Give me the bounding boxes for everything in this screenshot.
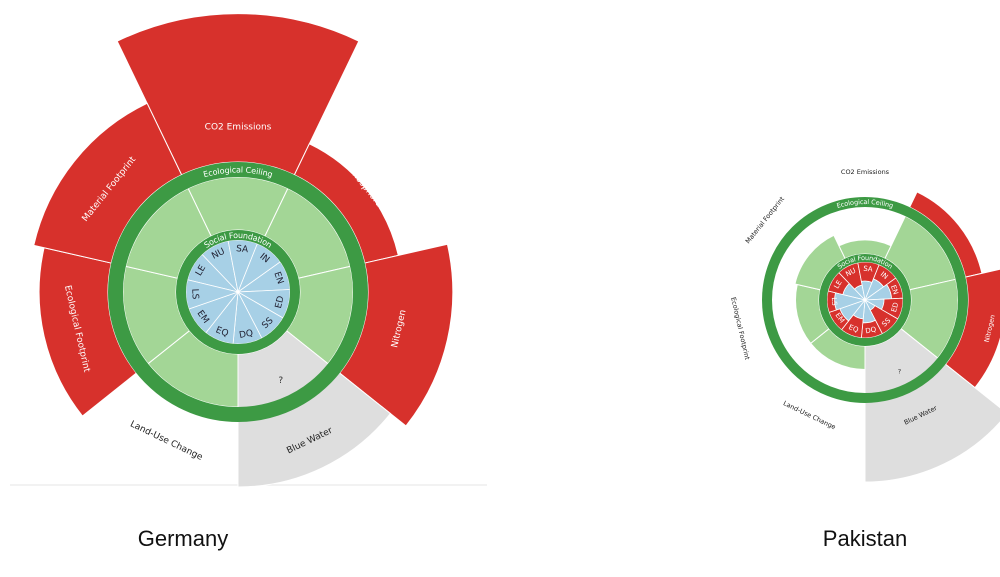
social-label: DQ: [238, 328, 254, 340]
social-label: LE: [194, 263, 208, 278]
panel-title: Germany: [138, 526, 228, 551]
social-label: EQ: [214, 325, 230, 339]
boundary-ring: [176, 230, 300, 354]
panel-title: Pakistan: [823, 526, 907, 551]
ring-label-text: Ecological Ceiling: [202, 165, 274, 179]
social-label: IN: [879, 270, 890, 281]
social-label: SA: [236, 244, 250, 255]
social-shortfall: [826, 290, 837, 313]
ring-label-text: Ecological Ceiling: [836, 198, 894, 210]
unknown-label: ?: [898, 368, 901, 376]
ring-label: Ecological Ceiling: [202, 165, 274, 179]
social-label: LE: [833, 279, 844, 290]
boundary-ring: [108, 162, 368, 422]
social-label: SA: [863, 265, 873, 274]
ecological-within: [794, 234, 846, 291]
social-label: LS: [830, 297, 838, 306]
social-label: EQ: [847, 323, 860, 334]
unknown-label: ?: [278, 376, 283, 386]
ecological-label: Ecological Footprint: [729, 296, 751, 361]
social-label: LS: [189, 288, 200, 299]
social-label: EN: [889, 284, 900, 296]
ecological-label: Material Footprint: [744, 195, 787, 245]
social-label: NU: [844, 267, 857, 279]
boundary-ring: [819, 254, 911, 346]
ecological-label: CO2 Emissions: [841, 168, 890, 176]
social-label: ED: [890, 302, 900, 313]
ecological-label: CO2 Emissions: [205, 123, 272, 133]
social-achieved: [185, 279, 240, 310]
boundary-ring: [762, 197, 968, 403]
social-label: DQ: [865, 325, 878, 335]
ecological-label: Land-Use Change: [128, 419, 204, 463]
social-label: ED: [274, 295, 287, 310]
social-label: EN: [271, 271, 285, 286]
ecological-label: Land-Use Change: [782, 399, 837, 431]
ring-label: Ecological Ceiling: [836, 198, 894, 210]
